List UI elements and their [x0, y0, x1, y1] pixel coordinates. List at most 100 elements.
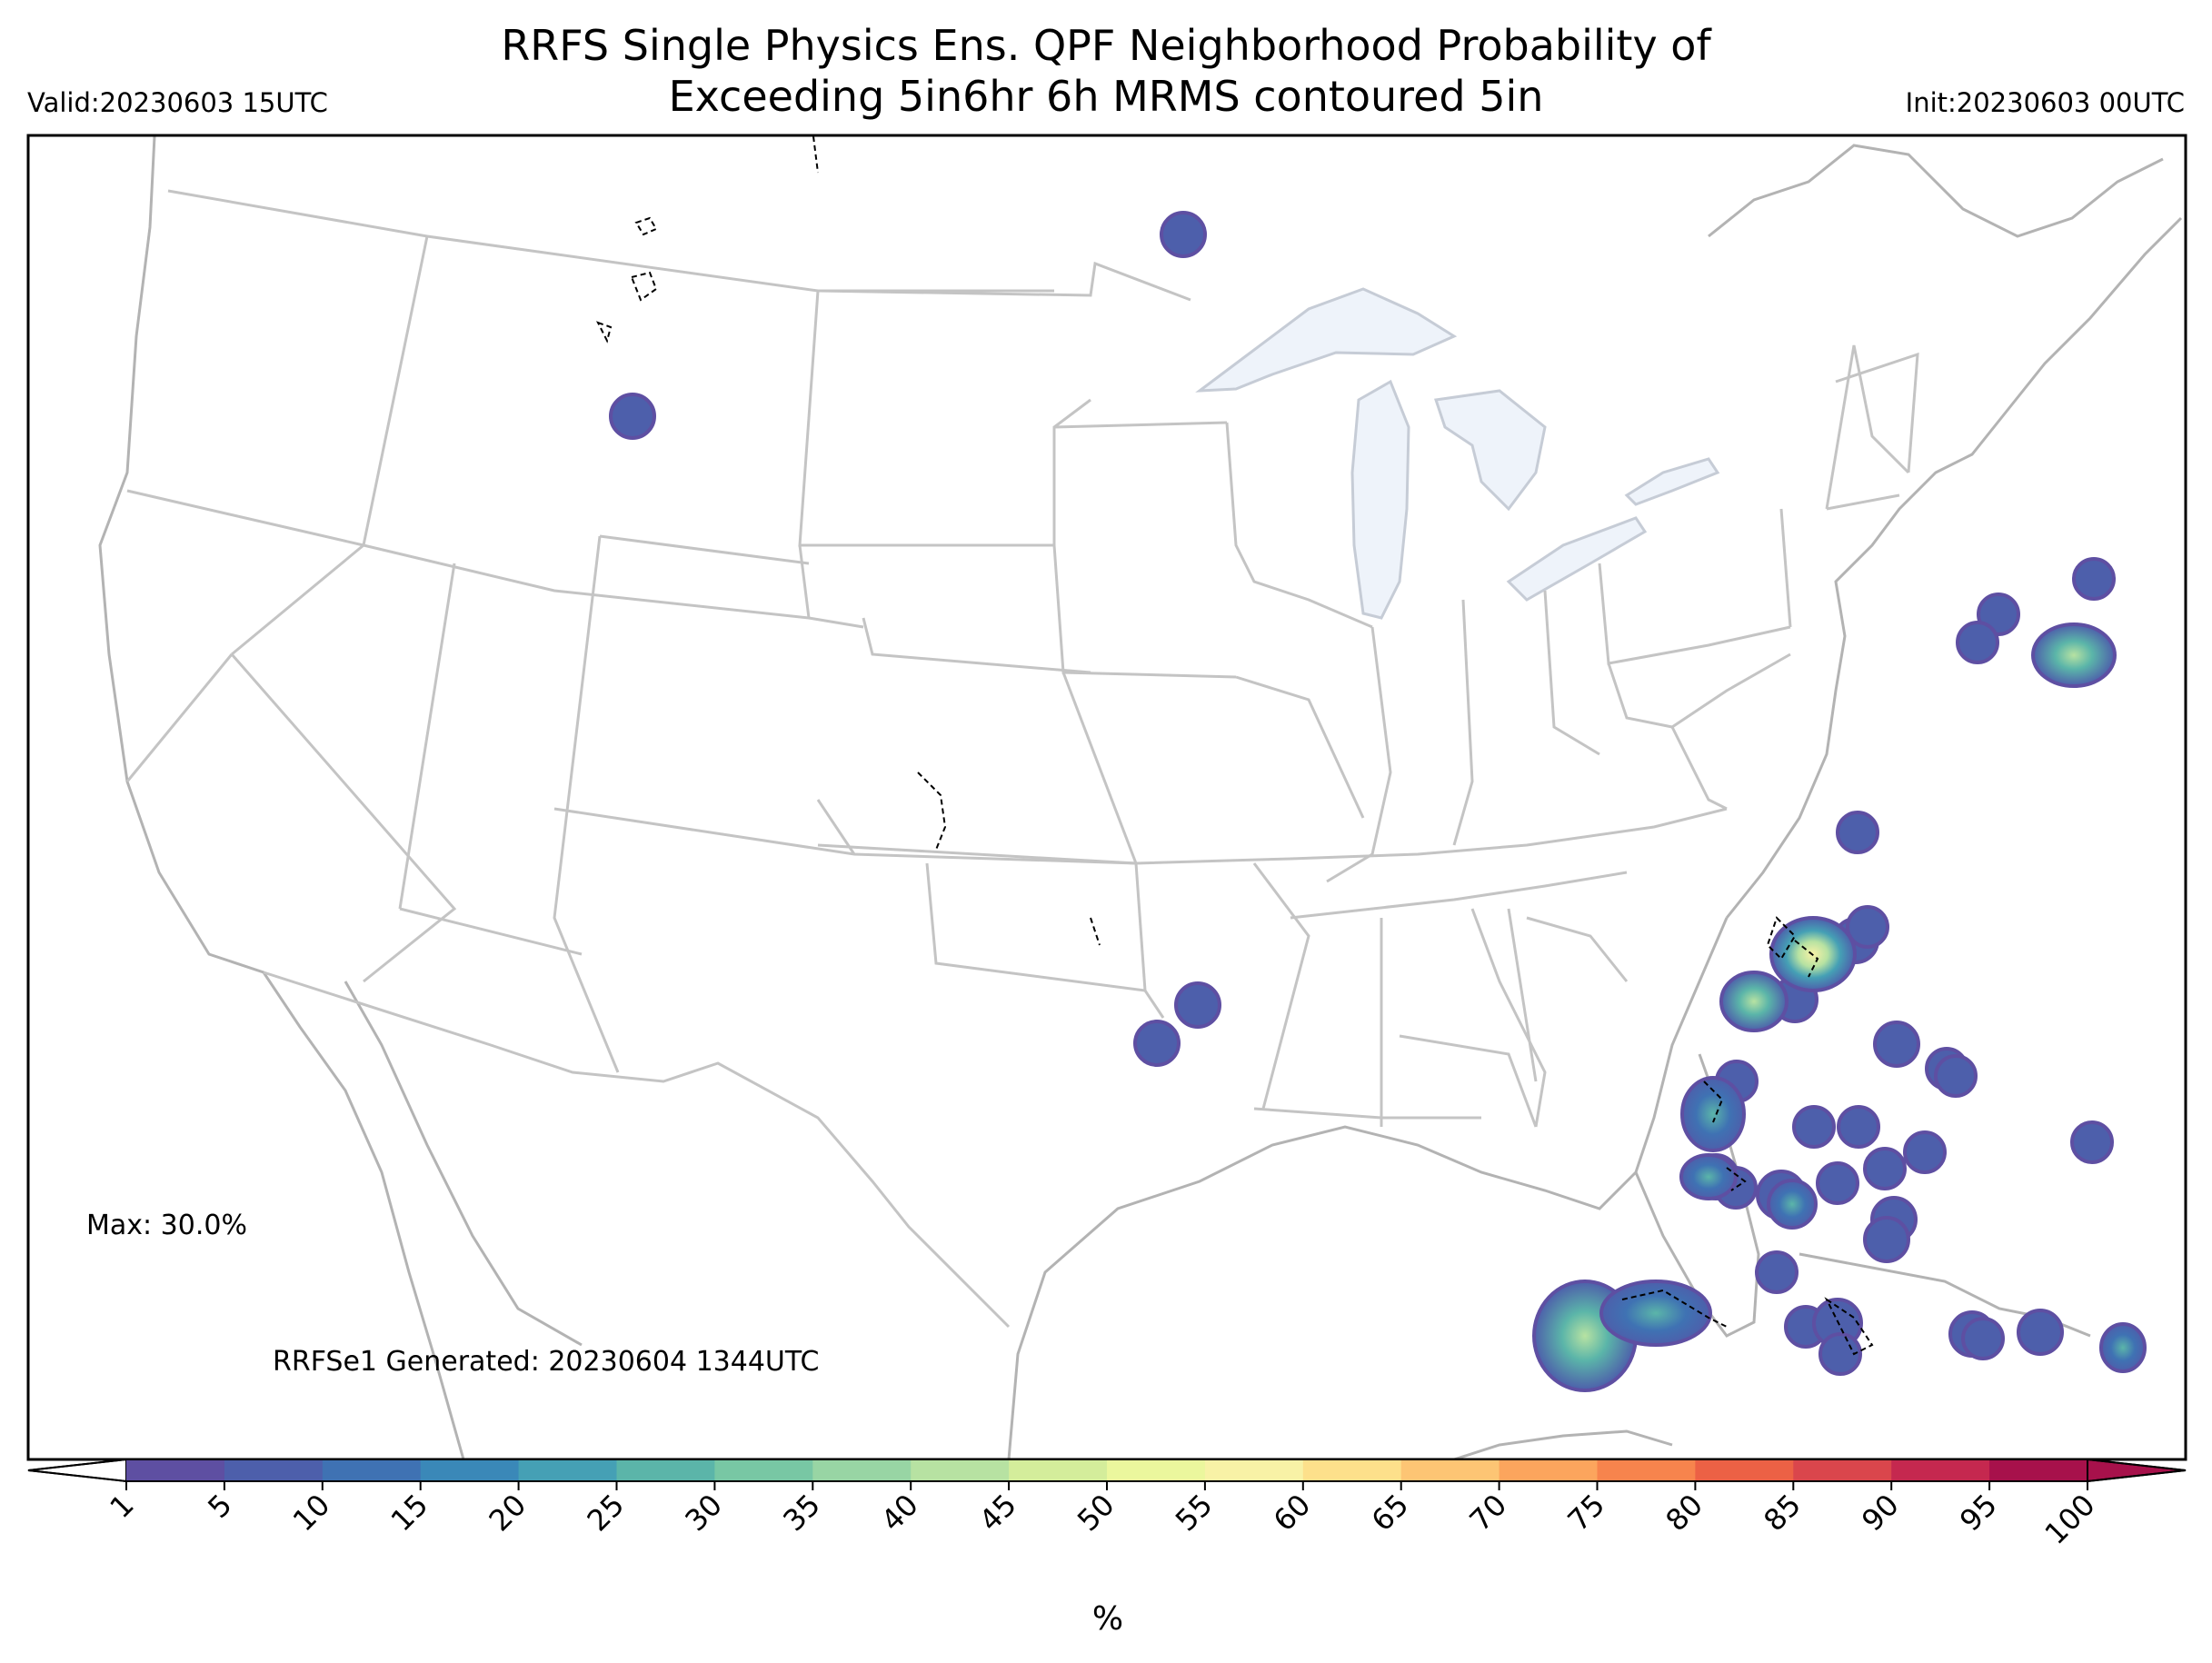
mrms-contours — [595, 135, 1874, 1356]
lake-michigan — [1350, 379, 1410, 620]
title-line-1: RRFS Single Physics Ens. QPF Neighborhoo… — [501, 21, 1711, 70]
colorbar-tick-label: 1 — [103, 1488, 140, 1525]
colorbar-segment — [1499, 1459, 1598, 1481]
colorbar-segment — [1793, 1459, 1892, 1481]
probability-area — [1961, 1317, 2005, 1360]
colorbar-tick-label: 20 — [483, 1488, 533, 1539]
probability-area — [1679, 1153, 1738, 1200]
colorbar-segment — [812, 1459, 912, 1481]
canada-coast — [1708, 144, 2164, 238]
probability-area — [1599, 1280, 1712, 1347]
baja-gulf-coast — [344, 981, 583, 1347]
colorbar-tick-label: 35 — [776, 1488, 827, 1539]
probability-area — [1174, 981, 1221, 1029]
title-line-2: Exceeding 5in6hr 6h MRMS contoured 5in — [668, 72, 1544, 121]
colorbar-segment — [1695, 1459, 1794, 1481]
colorbar-segment — [911, 1459, 1010, 1481]
probability-area — [1133, 1020, 1181, 1067]
coastlines — [98, 135, 2183, 1459]
colorbar-tick-label: 65 — [1365, 1488, 1416, 1539]
colorbar-tick-label: 75 — [1560, 1488, 1611, 1539]
lake-superior — [1195, 287, 1458, 393]
colorbar-segment — [1989, 1459, 2088, 1481]
colorbar-over-extension — [2087, 1458, 2187, 1483]
pacific-coast — [98, 135, 465, 1459]
colorbar-tick-label: 95 — [1953, 1488, 2004, 1539]
map-area — [98, 135, 2183, 1459]
probability-area — [2072, 557, 2116, 601]
probability-area — [2099, 1322, 2147, 1373]
probability-area — [1767, 1179, 1818, 1230]
valid-time-label: Valid:20230603 15UTC — [27, 87, 328, 118]
colorbar-tick-label: 70 — [1463, 1488, 1514, 1539]
atlantic-coast — [1725, 216, 2183, 919]
colorbar-segment — [420, 1459, 520, 1481]
probability-area — [1755, 1250, 1798, 1294]
lake-erie — [1506, 516, 1648, 602]
colorbar-tick-label: 15 — [384, 1488, 435, 1539]
probability-area — [1863, 1147, 1907, 1190]
colorbar-unit-label: % — [1092, 1600, 1123, 1638]
probability-area — [1934, 1054, 1978, 1098]
us-mexico-border — [263, 971, 1011, 1329]
colorbar-tick-label: 40 — [874, 1488, 925, 1539]
probability-area — [1837, 1105, 1880, 1149]
probability-area — [1792, 1105, 1836, 1149]
probability-area — [1719, 971, 1789, 1032]
colorbar-tick-label: 85 — [1757, 1488, 1808, 1539]
probability-area — [2031, 622, 2117, 688]
probability-area — [1818, 1332, 1862, 1376]
colorbar-segment — [1107, 1459, 1206, 1481]
colorbar-tick-label: 50 — [1071, 1488, 1121, 1539]
colorbar-tick-label: 10 — [286, 1488, 337, 1539]
probability-area — [1680, 1076, 1746, 1152]
probability-area — [1160, 211, 1207, 258]
yucatan-coast — [1453, 1429, 1673, 1459]
colorbar-segment — [714, 1459, 813, 1481]
colorbar-tick-label: 90 — [1855, 1488, 1906, 1539]
colorbar-segment — [518, 1459, 617, 1481]
colorbar-tick-label: 100 — [2038, 1488, 2102, 1551]
chart-title: RRFS Single Physics Ens. QPF Neighborhoo… — [0, 20, 2212, 122]
great-lakes — [1195, 287, 1720, 620]
colorbar-segment — [1891, 1459, 1990, 1481]
probability-area — [1863, 1216, 1910, 1263]
colorbar: 1 5 10 15 20 25 30 35 40 45 50 55 60 65 70 75 80 85 90 95 10… — [27, 1458, 2187, 1551]
colorbar-segment — [616, 1459, 715, 1481]
colorbar-segment — [1009, 1459, 1108, 1481]
probability-area — [1846, 905, 1889, 949]
lake-ontario — [1624, 457, 1720, 506]
colorbar-under-extension — [27, 1458, 127, 1483]
colorbar-segment — [126, 1459, 225, 1481]
colorbar-segment — [1597, 1459, 1696, 1481]
state-borders — [125, 189, 1919, 1329]
probability-area — [2017, 1309, 2064, 1356]
probability-area — [1903, 1130, 1947, 1174]
colorbar-segment — [224, 1459, 324, 1481]
colorbar-segment — [1204, 1459, 1304, 1481]
colorbar-tick-label: 30 — [678, 1488, 729, 1539]
probability-area — [1816, 1161, 1859, 1205]
probability-area — [1873, 1021, 1920, 1068]
probability-area — [609, 393, 656, 440]
colorbar-tick-label: 25 — [580, 1488, 631, 1539]
generated-label: RRFSe1 Generated: 20230604 1344UTC — [273, 1346, 819, 1378]
colorbar-tick-label: 60 — [1267, 1488, 1318, 1539]
colorbar-segment — [322, 1459, 422, 1481]
map-frame — [26, 134, 2187, 1461]
us-canada-border — [167, 189, 1191, 302]
colorbar-tick-label: 45 — [972, 1488, 1023, 1539]
colorbar-tick-label: 55 — [1169, 1488, 1220, 1539]
gulf-coast — [1007, 917, 1729, 1459]
colorbar-tick-label: 80 — [1659, 1488, 1709, 1539]
colorbar-segment — [1400, 1459, 1500, 1481]
colorbar-tick-label: 5 — [201, 1488, 238, 1525]
probability-fields — [609, 211, 2147, 1392]
lake-huron — [1434, 389, 1547, 512]
probability-area — [1836, 811, 1879, 854]
max-label: Max: 30.0% — [86, 1210, 247, 1241]
init-time-label: Init:20230603 00UTC — [1905, 87, 2185, 118]
probability-area — [1956, 621, 1999, 664]
probability-area — [2070, 1120, 2114, 1164]
